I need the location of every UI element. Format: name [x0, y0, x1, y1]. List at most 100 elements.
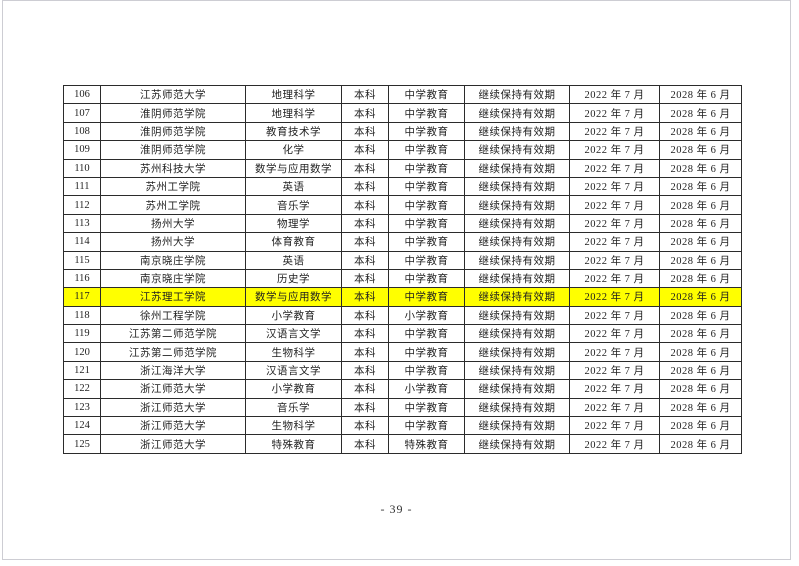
- table-row: 120 江苏第二师范学院 生物科学 本科 中学教育 继续保持有效期 2022 年…: [63, 342, 742, 362]
- cell-validity-status: 继续保持有效期: [464, 103, 570, 123]
- cell-major-name: 数学与应用数学: [245, 287, 342, 307]
- cell-education-category: 中学教育: [388, 103, 465, 123]
- cell-degree-level: 本科: [341, 360, 389, 381]
- document-page: 106 江苏师范大学 地理科学 本科 中学教育 继续保持有效期 2022 年 7…: [2, 0, 791, 560]
- cell-education-category: 中学教育: [388, 287, 465, 307]
- cell-start-date: 2022 年 7 月: [569, 103, 660, 123]
- cell-row-number: 125: [63, 434, 101, 454]
- table-row: 114 扬州大学 体育教育 本科 中学教育 继续保持有效期 2022 年 7 月…: [63, 232, 742, 252]
- cell-university-name: 江苏理工学院: [100, 287, 246, 307]
- cell-row-number: 119: [63, 324, 101, 344]
- cell-major-name: 体育教育: [245, 232, 342, 252]
- table-row: 117 江苏理工学院 数学与应用数学 本科 中学教育 继续保持有效期 2022 …: [63, 287, 742, 307]
- cell-major-name: 小学教育: [245, 379, 342, 399]
- cell-end-date: 2028 年 6 月: [659, 140, 742, 160]
- cell-education-category: 中学教育: [388, 268, 465, 289]
- cell-end-date: 2028 年 6 月: [659, 342, 742, 362]
- page-number: - 39 -: [380, 502, 413, 516]
- cell-major-name: 英语: [245, 176, 342, 197]
- cell-start-date: 2022 年 7 月: [569, 416, 660, 436]
- cell-university-name: 淮阴师范学院: [100, 140, 246, 160]
- cell-education-category: 中学教育: [388, 397, 465, 418]
- table-row: 110 苏州科技大学 数学与应用数学 本科 中学教育 继续保持有效期 2022 …: [63, 158, 742, 178]
- cell-university-name: 浙江海洋大学: [100, 360, 246, 381]
- cell-start-date: 2022 年 7 月: [569, 379, 660, 399]
- table-row: 112 苏州工学院 音乐学 本科 中学教育 继续保持有效期 2022 年 7 月…: [63, 195, 742, 215]
- cell-degree-level: 本科: [341, 158, 389, 178]
- cell-degree-level: 本科: [341, 103, 389, 123]
- cell-row-number: 120: [63, 342, 101, 362]
- cell-degree-level: 本科: [341, 121, 389, 142]
- cell-university-name: 江苏第二师范学院: [100, 324, 246, 344]
- cell-education-category: 中学教育: [388, 342, 465, 362]
- cell-university-name: 南京晓庄学院: [100, 268, 246, 289]
- cell-end-date: 2028 年 6 月: [659, 84, 742, 105]
- table-row: 107 淮阴师范学院 地理科学 本科 中学教育 继续保持有效期 2022 年 7…: [63, 103, 742, 123]
- cell-start-date: 2022 年 7 月: [569, 268, 660, 289]
- cell-degree-level: 本科: [341, 140, 389, 160]
- cell-start-date: 2022 年 7 月: [569, 324, 660, 344]
- cell-degree-level: 本科: [341, 195, 389, 215]
- cell-university-name: 苏州科技大学: [100, 158, 246, 178]
- cell-education-category: 中学教育: [388, 250, 465, 270]
- cell-validity-status: 继续保持有效期: [464, 140, 570, 160]
- table-row: 106 江苏师范大学 地理科学 本科 中学教育 继续保持有效期 2022 年 7…: [63, 84, 742, 105]
- cell-major-name: 音乐学: [245, 195, 342, 215]
- cell-row-number: 123: [63, 397, 101, 418]
- table-row: 111 苏州工学院 英语 本科 中学教育 继续保持有效期 2022 年 7 月 …: [63, 176, 742, 197]
- cell-degree-level: 本科: [341, 232, 389, 252]
- cell-end-date: 2028 年 6 月: [659, 397, 742, 418]
- cell-end-date: 2028 年 6 月: [659, 324, 742, 344]
- cell-degree-level: 本科: [341, 434, 389, 454]
- cell-start-date: 2022 年 7 月: [569, 213, 660, 234]
- cell-end-date: 2028 年 6 月: [659, 121, 742, 142]
- cell-start-date: 2022 年 7 月: [569, 360, 660, 381]
- cell-education-category: 中学教育: [388, 232, 465, 252]
- cell-start-date: 2022 年 7 月: [569, 195, 660, 215]
- table-row: 125 浙江师范大学 特殊教育 本科 特殊教育 继续保持有效期 2022 年 7…: [63, 434, 742, 454]
- cell-major-name: 汉语言文学: [245, 324, 342, 344]
- cell-degree-level: 本科: [341, 416, 389, 436]
- cell-row-number: 112: [63, 195, 101, 215]
- cell-row-number: 114: [63, 232, 101, 252]
- cell-major-name: 特殊教育: [245, 434, 342, 454]
- certification-table: 106 江苏师范大学 地理科学 本科 中学教育 继续保持有效期 2022 年 7…: [63, 84, 742, 454]
- cell-education-category: 中学教育: [388, 360, 465, 381]
- cell-major-name: 生物科学: [245, 342, 342, 362]
- cell-end-date: 2028 年 6 月: [659, 195, 742, 215]
- table-row: 122 浙江师范大学 小学教育 本科 小学教育 继续保持有效期 2022 年 7…: [63, 379, 742, 399]
- cell-major-name: 地理科学: [245, 103, 342, 123]
- cell-education-category: 中学教育: [388, 324, 465, 344]
- cell-degree-level: 本科: [341, 213, 389, 234]
- cell-start-date: 2022 年 7 月: [569, 140, 660, 160]
- cell-university-name: 浙江师范大学: [100, 434, 246, 454]
- table-row: 108 淮阴师范学院 教育技术学 本科 中学教育 继续保持有效期 2022 年 …: [63, 121, 742, 142]
- cell-university-name: 淮阴师范学院: [100, 103, 246, 123]
- certification-table-body: 106 江苏师范大学 地理科学 本科 中学教育 继续保持有效期 2022 年 7…: [63, 84, 742, 454]
- cell-validity-status: 继续保持有效期: [464, 324, 570, 344]
- cell-start-date: 2022 年 7 月: [569, 434, 660, 454]
- cell-end-date: 2028 年 6 月: [659, 158, 742, 178]
- cell-major-name: 生物科学: [245, 416, 342, 436]
- cell-university-name: 扬州大学: [100, 232, 246, 252]
- cell-end-date: 2028 年 6 月: [659, 305, 742, 326]
- cell-validity-status: 继续保持有效期: [464, 434, 570, 454]
- cell-university-name: 浙江师范大学: [100, 416, 246, 436]
- table-row: 123 浙江师范大学 音乐学 本科 中学教育 继续保持有效期 2022 年 7 …: [63, 397, 742, 418]
- cell-end-date: 2028 年 6 月: [659, 103, 742, 123]
- cell-start-date: 2022 年 7 月: [569, 84, 660, 105]
- cell-degree-level: 本科: [341, 305, 389, 326]
- cell-row-number: 117: [63, 287, 101, 307]
- cell-degree-level: 本科: [341, 287, 389, 307]
- table-row: 121 浙江海洋大学 汉语言文学 本科 中学教育 继续保持有效期 2022 年 …: [63, 360, 742, 381]
- cell-start-date: 2022 年 7 月: [569, 397, 660, 418]
- cell-university-name: 扬州大学: [100, 213, 246, 234]
- cell-row-number: 110: [63, 158, 101, 178]
- cell-education-category: 中学教育: [388, 195, 465, 215]
- cell-degree-level: 本科: [341, 84, 389, 105]
- cell-major-name: 教育技术学: [245, 121, 342, 142]
- cell-start-date: 2022 年 7 月: [569, 305, 660, 326]
- cell-end-date: 2028 年 6 月: [659, 213, 742, 234]
- cell-education-category: 中学教育: [388, 176, 465, 197]
- cell-row-number: 122: [63, 379, 101, 399]
